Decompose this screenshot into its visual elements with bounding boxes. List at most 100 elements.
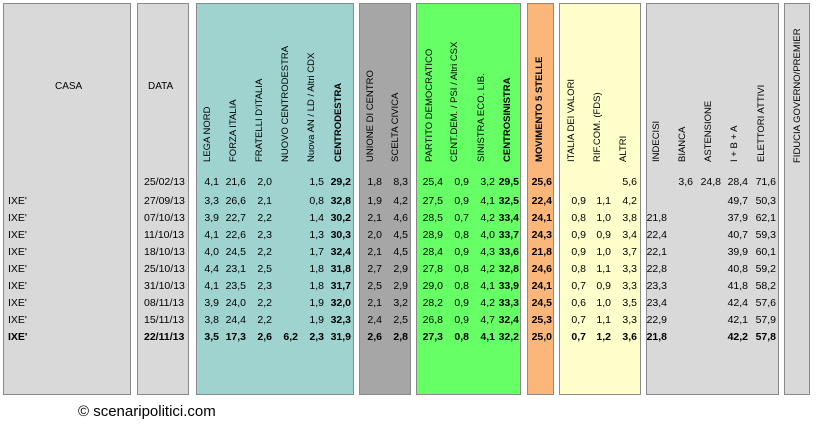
cell-attivi: 62,1 <box>755 212 776 224</box>
cell-cd: 0,9 <box>454 195 469 207</box>
column-header-fi: FORZA ITALIA <box>228 99 239 162</box>
cell-iba: 42,4 <box>727 297 748 309</box>
cell-fdi: 2,3 <box>257 280 272 292</box>
cell-udc: 2,1 <box>367 246 382 258</box>
cell-cd: 0,8 <box>454 229 469 241</box>
cell-fi: 22,6 <box>225 229 246 241</box>
cell-cdx: 29,2 <box>330 176 351 188</box>
cell-pd: 28,9 <box>422 229 443 241</box>
cell-sel: 4,1 <box>480 195 495 207</box>
band-altri <box>559 3 641 395</box>
cell-fdi: 2,3 <box>257 229 272 241</box>
cell-iba: 42,1 <box>727 314 748 326</box>
cell-altri_cdx: 1,8 <box>309 280 324 292</box>
cell-cdx: 32,0 <box>330 297 351 309</box>
cell-altri_cdx: 1,9 <box>309 314 324 326</box>
cell-udc: 2,0 <box>367 229 382 241</box>
cell-attivi: 58,2 <box>755 280 776 292</box>
row-casa: IXE' <box>8 263 27 275</box>
cell-fi: 17,3 <box>225 331 246 343</box>
cell-udc: 2,5 <box>367 280 382 292</box>
cell-pd: 27,8 <box>422 263 443 275</box>
cell-sc: 2,8 <box>393 331 408 343</box>
cell-altri: 3,3 <box>622 263 637 275</box>
column-header-ncd: NUOVO CENTRODESTRA <box>280 45 291 162</box>
cell-iba: 42,2 <box>727 331 748 343</box>
row-casa: IXE' <box>8 212 27 224</box>
cell-indecisi: 22,1 <box>646 246 667 258</box>
row-date: 08/11/13 <box>144 297 185 309</box>
band-centro <box>359 3 411 395</box>
cell-m5s: 25,6 <box>531 176 552 188</box>
column-header-lega: LEGA NORD <box>202 106 213 162</box>
cell-altri: 3,3 <box>622 280 637 292</box>
cell-cd: 0,9 <box>454 246 469 258</box>
band-centrodestra <box>196 3 354 395</box>
cell-iba: 37,9 <box>727 212 748 224</box>
cell-altri: 4,2 <box>622 195 637 207</box>
cell-rif: 1,2 <box>596 331 611 343</box>
cell-rif: 0,9 <box>596 229 611 241</box>
row-date: 07/10/13 <box>144 212 185 224</box>
cell-csx: 32,8 <box>498 263 519 275</box>
cell-m5s: 25,0 <box>531 331 552 343</box>
row-casa: IXE' <box>8 246 27 258</box>
cell-idv: 0,7 <box>571 314 586 326</box>
cell-pd: 29,0 <box>422 280 443 292</box>
cell-csx: 33,7 <box>498 229 519 241</box>
cell-altri: 3,3 <box>622 314 637 326</box>
cell-indecisi: 21,8 <box>646 212 667 224</box>
column-header-idv: ITALIA DEI VALORI <box>566 78 577 162</box>
row-date: 27/09/13 <box>144 195 185 207</box>
row-date: 22/11/13 <box>144 331 185 343</box>
cell-sel: 3,2 <box>480 176 495 188</box>
cell-pd: 28,2 <box>422 297 443 309</box>
cell-udc: 2,1 <box>367 297 382 309</box>
cell-m5s: 24,1 <box>531 212 552 224</box>
cell-sc: 2,9 <box>393 263 408 275</box>
cell-m5s: 24,6 <box>531 263 552 275</box>
cell-fdi: 2,2 <box>257 314 272 326</box>
cell-cdx: 31,8 <box>330 263 351 275</box>
cell-attivi: 50,3 <box>755 195 776 207</box>
cell-fi: 26,6 <box>225 195 246 207</box>
band-m5s <box>527 3 554 395</box>
cell-fi: 23,1 <box>225 263 246 275</box>
cell-altri_cdx: 2,3 <box>309 331 324 343</box>
cell-idv: 0,6 <box>571 297 586 309</box>
cell-altri_cdx: 0,8 <box>309 195 324 207</box>
cell-fdi: 2,2 <box>257 212 272 224</box>
row-date: 25/10/13 <box>144 263 185 275</box>
cell-sel: 4,3 <box>480 246 495 258</box>
cell-sc: 8,3 <box>393 176 408 188</box>
cell-altri: 3,7 <box>622 246 637 258</box>
cell-pd: 28,4 <box>422 246 443 258</box>
cell-fi: 24,0 <box>225 297 246 309</box>
cell-indecisi: 22,4 <box>646 229 667 241</box>
cell-idv: 0,7 <box>571 280 586 292</box>
cell-altri_cdx: 1,9 <box>309 297 324 309</box>
cell-altri_cdx: 1,4 <box>309 212 324 224</box>
cell-fi: 21,6 <box>225 176 246 188</box>
column-header-udc: UNIONE DI CENTRO <box>365 70 376 162</box>
column-header-rif: RIF.COM. (FDS) <box>592 92 603 162</box>
cell-cd: 0,9 <box>454 314 469 326</box>
cell-fdi: 2,6 <box>257 331 272 343</box>
cell-bianca: 3,6 <box>678 176 693 188</box>
cell-lega: 3,9 <box>204 297 219 309</box>
cell-cd: 0,9 <box>454 297 469 309</box>
cell-indecisi: 23,4 <box>646 297 667 309</box>
cell-lega: 4,0 <box>204 246 219 258</box>
cell-csx: 33,6 <box>498 246 519 258</box>
cell-lega: 4,4 <box>204 263 219 275</box>
cell-rif: 0,9 <box>596 280 611 292</box>
cell-rif: 1,1 <box>596 263 611 275</box>
cell-sc: 4,5 <box>393 246 408 258</box>
cell-cd: 0,9 <box>454 176 469 188</box>
row-date: 15/11/13 <box>144 314 185 326</box>
cell-indecisi: 22,9 <box>646 314 667 326</box>
cell-m5s: 24,5 <box>531 297 552 309</box>
cell-cdx: 32,3 <box>330 314 351 326</box>
cell-csx: 32,4 <box>498 314 519 326</box>
cell-sc: 4,5 <box>393 229 408 241</box>
